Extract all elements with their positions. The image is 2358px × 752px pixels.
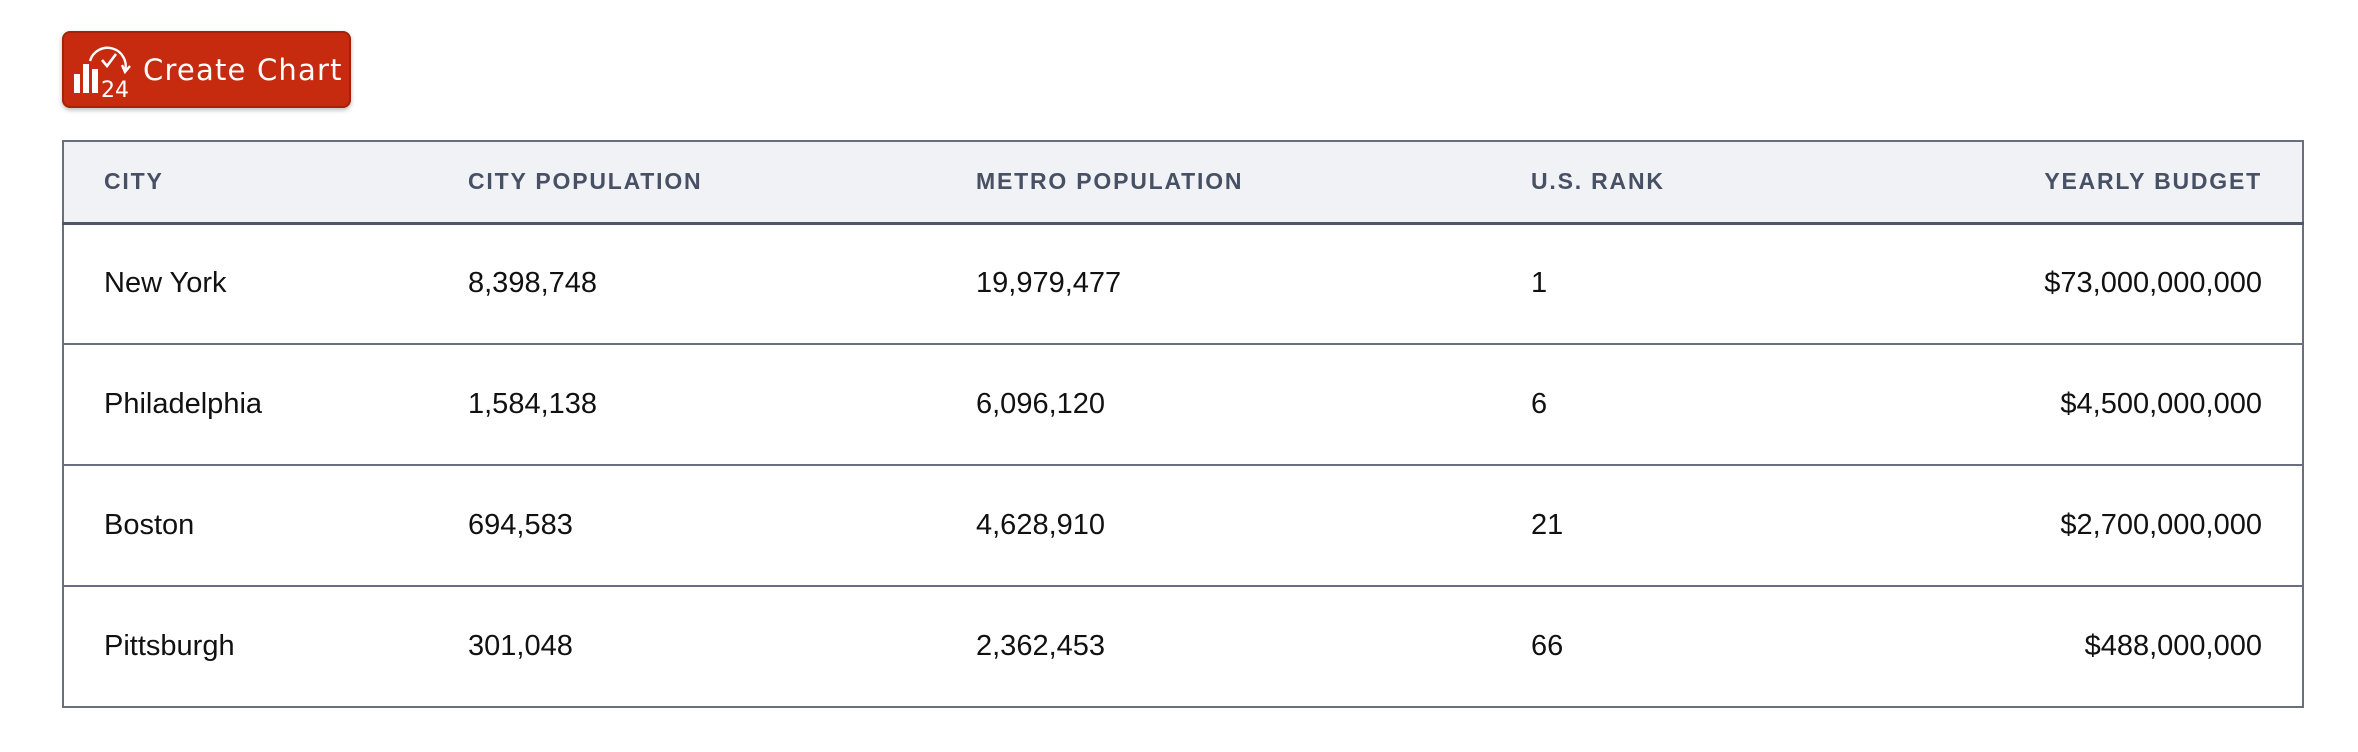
create-chart-button[interactable]: 24 Create Chart	[62, 31, 351, 108]
cell-metro-population: 6,096,120	[936, 343, 1491, 465]
svg-text:24: 24	[101, 78, 129, 101]
cell-us-rank: 1	[1531, 267, 1548, 300]
cell-yearly-budget: $488,000,000	[1946, 585, 2303, 707]
cell-city: Philadelphia	[63, 343, 428, 465]
cell-city: Boston	[63, 464, 428, 586]
cell-yearly-budget: $4,500,000,000	[1946, 343, 2303, 465]
cell-city-population: 301,048	[428, 585, 936, 707]
chart24-logo-icon: 24	[74, 46, 131, 101]
cell-us-rank: 6	[1491, 343, 1946, 465]
cell-city-population: 694,583	[428, 464, 936, 586]
cell-yearly-budget: $2,700,000,000	[1946, 464, 2303, 586]
cell-metro-population: 2,362,453	[936, 585, 1491, 707]
column-header-metro-population[interactable]: METRO POPULATION	[936, 141, 1491, 225]
table-row: Philadelphia 1,584,138 6,096,120 6 $4,50…	[63, 343, 2303, 465]
cell-city-population: 8,398,748	[468, 267, 598, 300]
column-header-city[interactable]: CITY	[63, 141, 428, 225]
column-header-city-population[interactable]: CITY POPULATION	[428, 141, 936, 225]
cell-us-rank: 66	[1491, 585, 1946, 707]
table-row: Pittsburgh 301,048 2,362,453 66 $488,000…	[63, 585, 2303, 707]
data-table: CITY CITY POPULATION METRO POPULATION U.…	[62, 140, 2304, 708]
table-row: Boston 694,583 4,628,910 21 $2,700,000,0…	[63, 464, 2303, 586]
create-chart-label: Create Chart	[143, 52, 343, 87]
cell-yearly-budget: $73,000,000,000	[2044, 267, 2262, 300]
column-header-yearly-budget[interactable]: YEARLY BUDGET	[1946, 141, 2303, 225]
cell-city: New York	[104, 267, 227, 300]
table-header-row: CITY CITY POPULATION METRO POPULATION U.…	[63, 141, 2303, 225]
cell-us-rank: 21	[1491, 464, 1946, 586]
cell-city: Pittsburgh	[63, 585, 428, 707]
table-row: New York 8,398,748 19,979,477 1 $73,000,…	[63, 223, 2303, 344]
cell-metro-population: 4,628,910	[936, 464, 1491, 586]
column-header-us-rank[interactable]: U.S. RANK	[1491, 141, 1946, 225]
cell-city-population: 1,584,138	[428, 343, 936, 465]
cell-metro-population: 19,979,477	[976, 267, 1122, 300]
